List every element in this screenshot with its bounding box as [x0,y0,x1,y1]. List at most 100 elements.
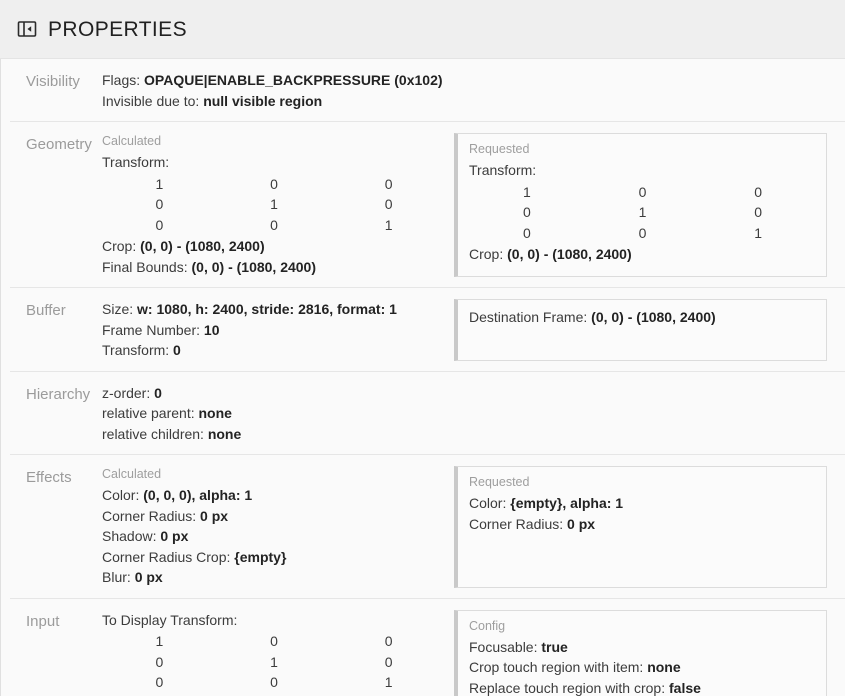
buffer-transform-key: Transform: [102,342,170,358]
effects-color-key: Color: [102,487,140,503]
matrix-cell: 0 [270,674,278,690]
section-hierarchy: Hierarchy z-order: 0 relative parent: no… [10,372,845,455]
matrix-cell: 0 [522,224,531,241]
matrix-cell: 1 [638,204,647,220]
visibility-flags-line: Flags: OPAQUE|ENABLE_BACKPRESSURE (0x102… [102,70,837,91]
effects-blur-value: 0 px [134,569,163,585]
hierarchy-zorder-line: z-order: 0 [102,383,837,404]
matrix-row: 0 0 1 [102,672,446,693]
effects-requested-group-title: Requested [469,475,530,489]
geometry-calculated-matrix: 1 0 0 0 1 0 0 0 1 [102,174,450,236]
input-focusable-key: Focusable: [469,638,538,655]
effects-requested-box: Requested Color: {empty}, alpha: 1 Corne… [454,466,827,588]
matrix-cell: 1 [522,183,531,200]
section-content-effects: Calculated Color: (0, 0, 0), alpha: 1 Co… [102,466,845,588]
effects-requested-color-value: {empty}, alpha: 1 [510,495,624,511]
matrix-cell: 1 [270,196,278,212]
matrix-cell: 0 [384,633,393,649]
hierarchy-relative-parent-key: relative parent: [102,405,195,421]
geometry-requested-crop-key: Crop: [469,246,504,262]
geometry-crop-key: Crop: [102,238,137,254]
matrix-cell: 1 [754,224,763,241]
section-label-effects: Effects [26,469,72,486]
matrix-row: 1 0 0 [469,182,816,203]
buffer-destination-frame-box: Destination Frame: (0, 0) - (1080, 2400) [454,299,827,361]
input-focusable-value: true [541,638,568,655]
buffer-destination-frame-key: Destination Frame: [469,309,588,325]
matrix-row: 1 0 0 [102,631,446,652]
section-label-hierarchy: Hierarchy [26,385,91,403]
buffer-destination-frame-value: (0, 0) - (1080, 2400) [591,309,716,325]
matrix-row: 0 0 1 [102,215,446,236]
matrix-cell: 0 [384,196,393,212]
geometry-calculated-column: Calculated Transform: 1 0 0 0 1 0 [102,133,454,277]
visibility-flags-key: Flags: [102,72,141,88]
section-geometry: Geometry Calculated Transform: 1 0 0 0 1 [10,122,845,288]
geometry-calculated-transform-key: Transform: [102,154,170,170]
section-label-input: Input [26,612,60,630]
matrix-row: 0 1 0 [102,652,446,673]
input-crop-touch-key: Crop touch region with item: [469,659,644,675]
input-transform-column: To Display Transform: 1 0 0 0 1 0 [102,610,454,696]
hierarchy-relative-children-key: relative children: [102,425,204,442]
section-input: Input To Display Transform: 1 0 0 0 1 0 [10,599,845,696]
section-buffer: Buffer Size: w: 1080, h: 2400, stride: 2… [10,288,845,372]
effects-calculated-column: Calculated Color: (0, 0, 0), alpha: 1 Co… [102,466,454,588]
matrix-row: 1 0 0 [102,174,446,195]
collapse-left-panel-icon[interactable] [17,19,37,39]
input-crop-touch-line: Crop touch region with item: none [469,657,816,678]
geometry-crop-value: (0, 0) - (1080, 2400) [140,238,265,254]
geometry-crop-line: Crop: (0, 0) - (1080, 2400) [102,236,446,257]
input-display-matrix: 1 0 0 0 1 0 0 0 1 [102,631,450,693]
hierarchy-relative-children-line: relative children: none [102,424,837,445]
matrix-cell: 0 [754,183,763,200]
effects-shadow-value: 0 px [160,528,189,544]
hierarchy-relative-parent-value: none [198,405,232,421]
section-content-geometry: Calculated Transform: 1 0 0 0 1 0 [102,133,845,277]
geometry-requested-box: Requested Transform: 1 0 0 0 1 0 [454,133,827,277]
buffer-calculated-column: Size: w: 1080, h: 2400, stride: 2816, fo… [102,299,454,361]
buffer-destination-column: Destination Frame: (0, 0) - (1080, 2400) [454,299,845,361]
effects-requested-corner-radius-line: Corner Radius: 0 px [469,514,816,535]
matrix-cell: 1 [384,674,393,690]
buffer-destination-frame-line: Destination Frame: (0, 0) - (1080, 2400) [469,307,816,328]
matrix-cell: 0 [270,216,278,233]
section-label-visibility: Visibility [26,73,80,90]
geometry-calculated-group-title: Calculated [102,134,162,148]
matrix-cell: 0 [155,653,164,670]
effects-shadow-key: Shadow: [102,528,157,544]
effects-requested-corner-radius-value: 0 px [567,515,596,532]
hierarchy-relative-parent-line: relative parent: none [102,403,837,424]
input-replace-touch-line: Replace touch region with crop: false [469,678,816,696]
input-config-group-title: Config [469,618,506,633]
input-replace-touch-key: Replace touch region with crop: [469,679,666,696]
hierarchy-zorder-value: 0 [154,384,162,401]
buffer-frame-number-key: Frame Number: [102,321,201,338]
matrix-row: 0 0 1 [469,223,816,244]
hierarchy-relative-children-value: none [207,425,242,442]
matrix-cell: 1 [155,175,164,192]
matrix-cell: 0 [638,224,647,241]
input-replace-touch-value: false [669,679,701,696]
page-title: PROPERTIES [48,17,187,41]
effects-corner-radius-value: 0 px [200,507,229,524]
matrix-cell: 0 [384,653,393,670]
input-config-column: Config Focusable: true Crop touch region… [454,609,845,696]
matrix-cell: 1 [384,216,393,233]
geometry-requested-group-title: Requested [469,142,530,156]
matrix-cell: 0 [155,674,164,690]
geometry-requested-crop-value: (0, 0) - (1080, 2400) [507,246,632,262]
matrix-row: 0 1 0 [102,194,446,215]
effects-color-line: Color: (0, 0, 0), alpha: 1 [102,485,446,506]
matrix-cell: 0 [270,633,278,649]
effects-requested-color-line: Color: {empty}, alpha: 1 [469,493,816,514]
section-content-buffer: Size: w: 1080, h: 2400, stride: 2816, fo… [102,299,845,361]
geometry-final-bounds-value: (0, 0) - (1080, 2400) [191,258,317,275]
panel-body: Visibility Flags: OPAQUE|ENABLE_BACKPRES… [0,59,845,696]
geometry-requested-matrix: 1 0 0 0 1 0 0 0 [469,182,822,244]
effects-corner-radius-line: Corner Radius: 0 px [102,506,446,527]
effects-calculated-group-title: Calculated [102,467,162,481]
geometry-requested-transform-key: Transform: [469,162,537,178]
effects-corner-radius-key: Corner Radius: [102,507,197,524]
